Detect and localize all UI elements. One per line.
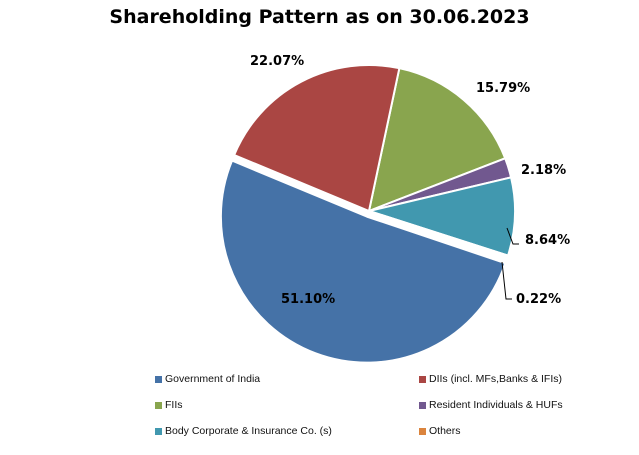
label-body: 8.64% <box>525 233 571 248</box>
legend-item-others: Others <box>419 425 461 437</box>
legend-item-fiis: FIIs <box>155 399 183 411</box>
label-diis: 22.07% <box>250 54 305 69</box>
label-govt: 51.10% <box>281 292 336 307</box>
legend-swatch <box>155 375 162 383</box>
leader-line-others <box>501 261 512 300</box>
pie-slice-fiis <box>367 67 507 213</box>
pie-slice-diis <box>232 64 401 213</box>
leader-line-body <box>506 227 519 245</box>
label-resident: 2.18% <box>521 163 567 178</box>
label-others: 0.22% <box>516 292 562 307</box>
legend-swatch <box>155 427 162 435</box>
legend-item-body: Body Corporate & Insurance Co. (s) <box>155 425 332 437</box>
legend-item-govt: Government of India <box>155 373 260 385</box>
legend-swatch <box>419 375 426 383</box>
pie-slice-others <box>368 210 510 259</box>
pie-slice-govt <box>219 159 507 364</box>
pie-slices <box>219 64 516 364</box>
legend-swatch <box>419 427 426 435</box>
legend-item-resident: Resident Individuals & HUFs <box>419 399 563 411</box>
chart-title: Shareholding Pattern as on 30.06.2023 <box>109 6 530 28</box>
legend-swatch <box>419 401 426 409</box>
legend-swatch <box>155 401 162 409</box>
label-fiis: 15.79% <box>476 81 531 96</box>
legend-item-diis: DIIs (incl. MFs,Banks & IFIs) <box>419 373 562 385</box>
